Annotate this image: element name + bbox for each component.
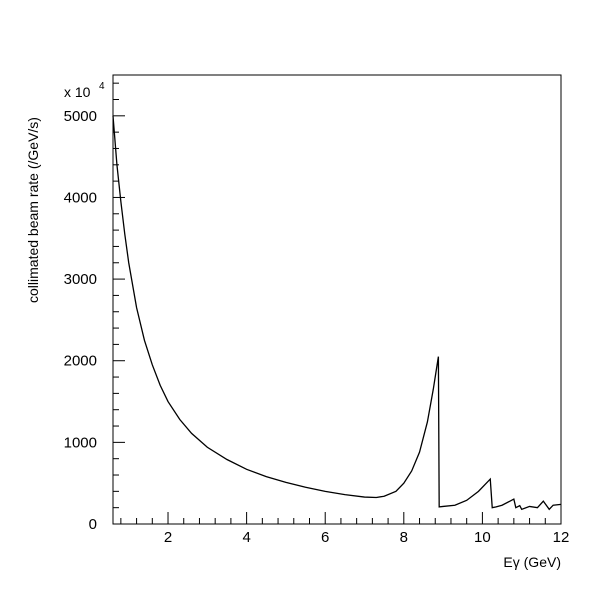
y-axis-label: collimated beam rate (/GeV/s) xyxy=(25,117,41,303)
x-tick-label: 12 xyxy=(553,529,570,546)
y-tick-label: 4000 xyxy=(64,189,97,206)
x-tick-label: 10 xyxy=(474,529,491,546)
y-tick-label: 0 xyxy=(89,516,97,533)
x-tick-label: 4 xyxy=(242,529,250,546)
x-tick-label: 6 xyxy=(321,529,329,546)
y-multiplier-exponent: 4 xyxy=(99,81,105,92)
plot-frame xyxy=(112,74,562,525)
x-tick-label: 2 xyxy=(164,529,172,546)
x-axis-label: Eγ (GeV) xyxy=(503,554,561,570)
y-tick-label: 2000 xyxy=(64,353,97,370)
y-tick-label: 1000 xyxy=(64,434,97,451)
y-multiplier: x 10 xyxy=(64,84,91,100)
y-tick-label: 5000 xyxy=(64,108,97,125)
x-tick-label: 8 xyxy=(400,529,408,546)
y-tick-label: 3000 xyxy=(64,271,97,288)
series-line xyxy=(112,115,562,511)
